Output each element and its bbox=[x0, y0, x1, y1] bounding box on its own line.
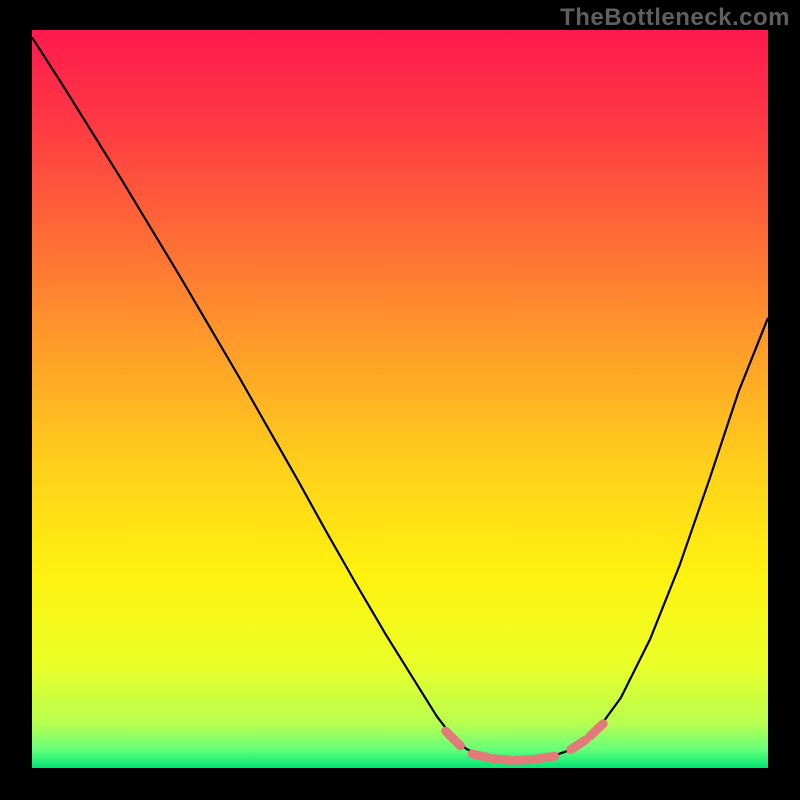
watermark-text: TheBottleneck.com bbox=[560, 4, 790, 32]
highlight-segment bbox=[515, 760, 533, 761]
plot-svg bbox=[32, 30, 768, 768]
plot-area bbox=[32, 30, 768, 768]
highlight-segment bbox=[493, 759, 511, 760]
chart-root: TheBottleneck.com bbox=[0, 0, 800, 800]
highlight-segment bbox=[472, 754, 488, 758]
highlight-segment bbox=[537, 756, 555, 759]
